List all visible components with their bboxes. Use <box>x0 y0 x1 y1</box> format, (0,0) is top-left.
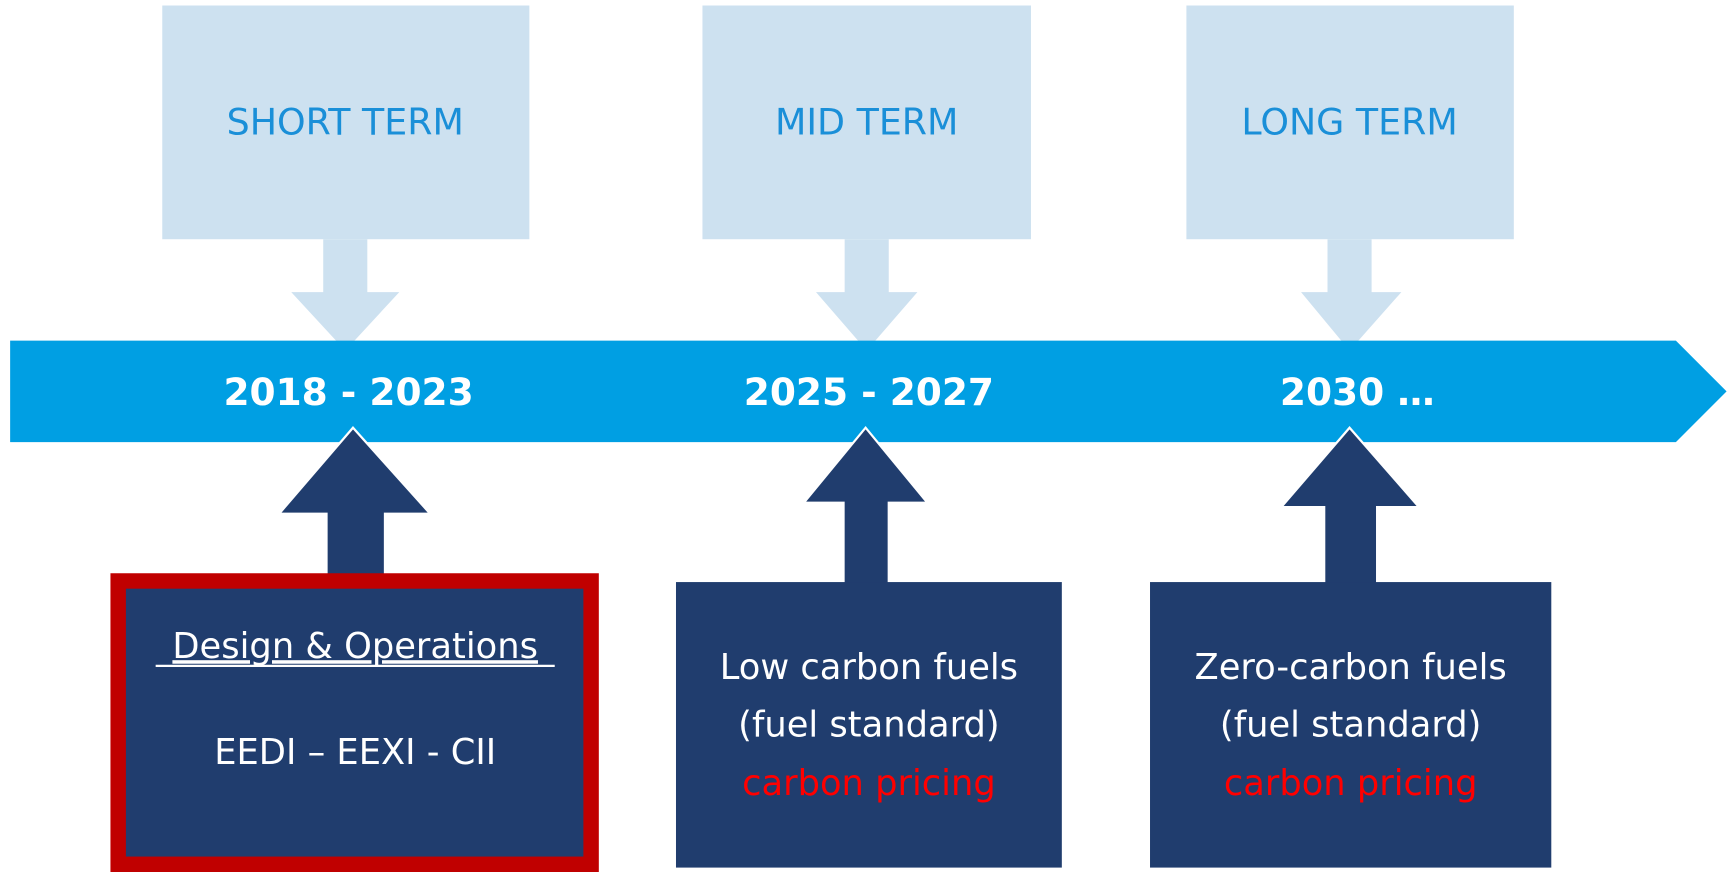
up-arrows <box>276 425 1422 586</box>
down-arrow <box>1301 239 1402 351</box>
period-label: 2025 - 2027 <box>744 370 994 414</box>
up-arrow <box>276 426 433 586</box>
measure-box <box>675 582 1062 868</box>
timeline-band <box>10 340 1727 443</box>
term-boxes <box>162 5 1514 351</box>
measure-text: (fuel standard) <box>738 704 999 745</box>
term-label: SHORT TERM <box>227 101 464 144</box>
term-box <box>702 5 1031 240</box>
term-label: MID TERM <box>775 101 958 144</box>
measure-box-highlighted <box>110 573 599 872</box>
down-arrow <box>815 239 918 351</box>
measure-text: Zero-carbon fuels <box>1195 647 1507 688</box>
period-label: 2030 … <box>1280 370 1435 414</box>
measure-box <box>1150 582 1552 868</box>
term-box <box>162 5 530 240</box>
measure-heading: Design & Operations <box>172 626 538 667</box>
measure-text: (fuel standard) <box>1220 704 1481 745</box>
term-box <box>1186 5 1514 240</box>
measure-highlight: carbon pricing <box>1224 763 1478 804</box>
term-label: LONG TERM <box>1241 101 1457 144</box>
measure-text: Low carbon fuels <box>720 647 1018 688</box>
up-arrow <box>1278 426 1422 586</box>
measure-highlight: carbon pricing <box>742 763 996 804</box>
period-label: 2018 - 2023 <box>223 370 473 414</box>
up-arrow <box>801 425 930 586</box>
down-arrow <box>291 239 400 351</box>
measure-text: EEDI – EEXI - CII <box>214 732 496 773</box>
